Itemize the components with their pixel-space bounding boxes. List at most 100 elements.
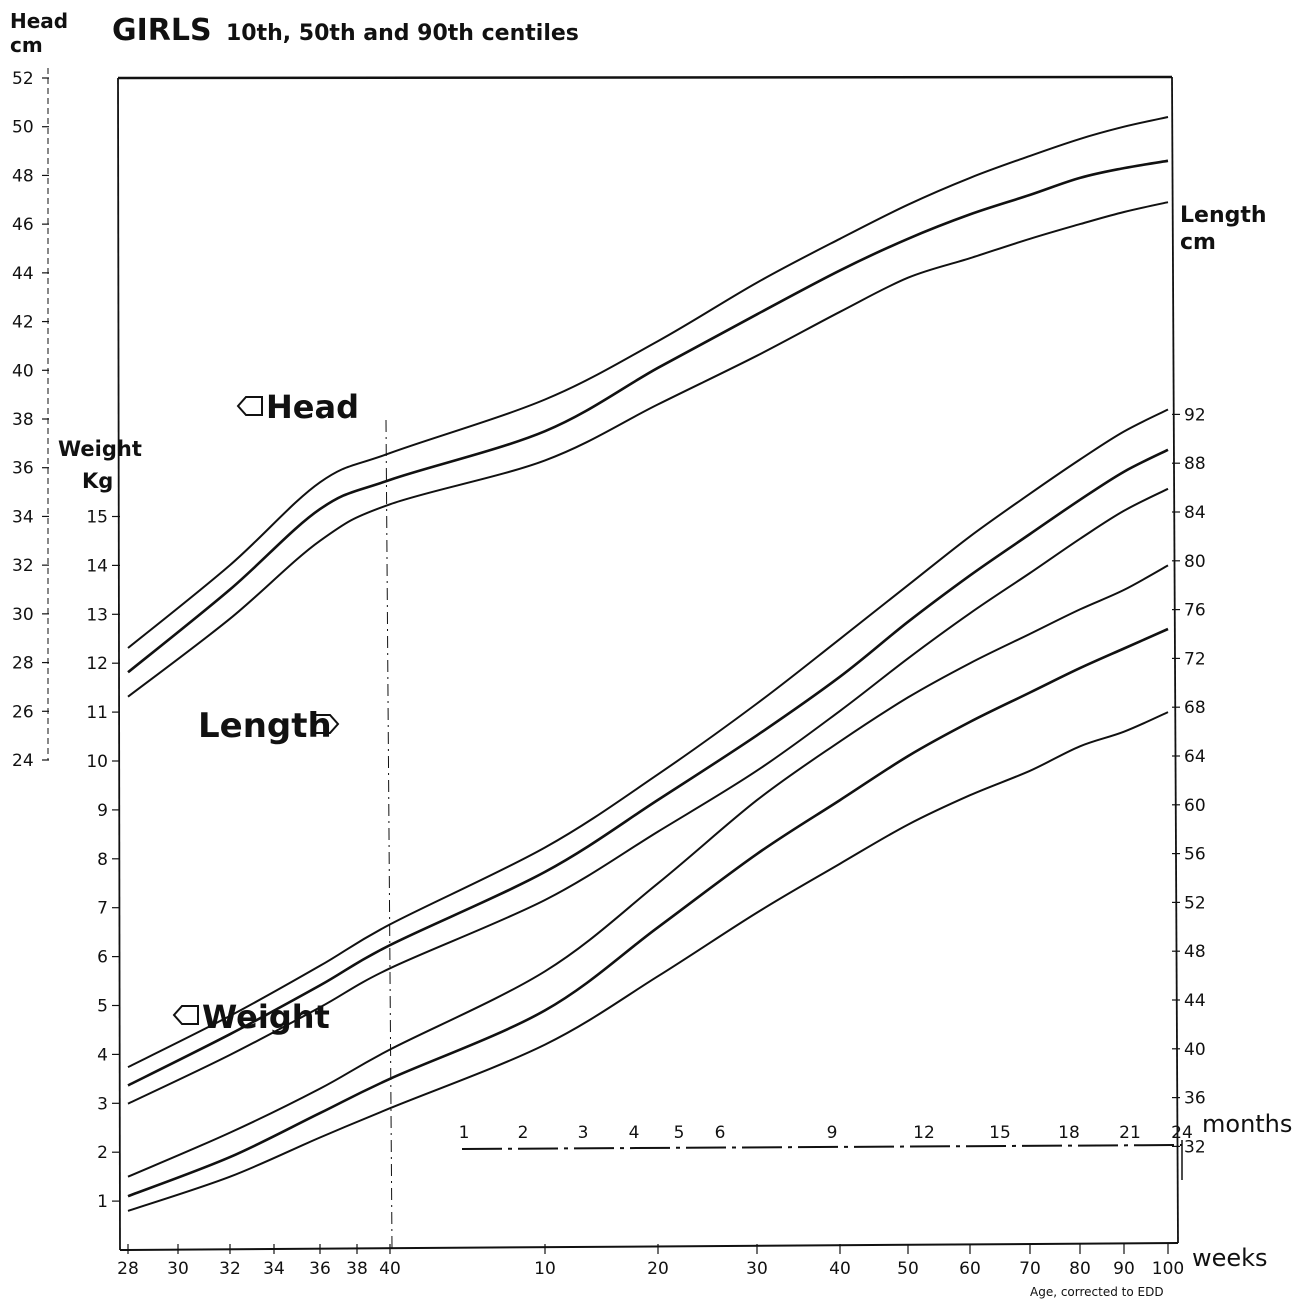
weight-label-text: Weight xyxy=(202,998,330,1036)
centile-curves xyxy=(127,116,1169,1212)
length-tick-label: 64 xyxy=(1184,747,1206,767)
pointer-left-icon xyxy=(172,1005,199,1025)
weight-tick-label: 15 xyxy=(86,508,108,528)
weeks-unit-label: weeks xyxy=(1192,1244,1268,1272)
length-axis-label-line2: cm xyxy=(1180,230,1216,255)
length-centile-90-line xyxy=(127,408,1169,1068)
weight-centile-10-line xyxy=(127,711,1169,1212)
week-tick-label: 60 xyxy=(959,1259,981,1279)
weight-tick-label: 6 xyxy=(97,948,108,968)
month-tick-label: 3 xyxy=(578,1123,589,1143)
length-tick-label: 56 xyxy=(1184,845,1206,865)
head-centile-10-line xyxy=(127,201,1169,698)
weight-tick-label: 7 xyxy=(97,899,108,919)
week-tick-label: 28 xyxy=(117,1259,139,1279)
month-axis-ticks: 1 2 3 4 5 6 9 12 15 18 21 24 xyxy=(459,1123,1193,1143)
length-tick-label: 60 xyxy=(1184,796,1206,816)
week-tick-label: 50 xyxy=(897,1259,919,1279)
month-tick-label: 5 xyxy=(674,1123,685,1143)
length-tick-label: 72 xyxy=(1184,649,1206,669)
weight-tick-label: 2 xyxy=(97,1143,108,1163)
length-tick-label: 40 xyxy=(1184,1040,1206,1060)
week-tick-label: 40 xyxy=(829,1259,851,1279)
length-label-text: Length xyxy=(198,706,332,746)
week-tick-label: 36 xyxy=(309,1259,331,1279)
head-tick-label: 38 xyxy=(12,410,34,430)
week-tick-label: 100 xyxy=(1152,1259,1184,1279)
weight-tick-label: 8 xyxy=(97,850,108,870)
head-tick-label: 44 xyxy=(12,264,34,284)
week-tick-label: 34 xyxy=(263,1259,285,1279)
length-axis-label-line1: Length xyxy=(1180,203,1267,228)
week-tick-label: 70 xyxy=(1019,1259,1041,1279)
length-curve-label: Length xyxy=(198,706,340,746)
week-tick-label: 38 xyxy=(346,1259,368,1279)
weight-axis-label-line1: Weight xyxy=(58,437,142,461)
week-tick-label: 20 xyxy=(647,1259,669,1279)
length-tick-label: 68 xyxy=(1184,698,1206,718)
head-tick-label: 36 xyxy=(12,459,34,479)
length-tick-label: 88 xyxy=(1184,454,1206,474)
month-tick-label: 15 xyxy=(989,1123,1011,1143)
head-label-text: Head xyxy=(266,388,359,426)
weight-centile-90-line xyxy=(127,564,1169,1178)
length-tick-label: 76 xyxy=(1184,601,1206,621)
weight-tick-label: 14 xyxy=(86,556,108,576)
months-bar xyxy=(461,1144,1183,1150)
length-tick-label: 92 xyxy=(1184,405,1206,425)
head-tick-label: 26 xyxy=(12,702,34,722)
weight-tick-label: 13 xyxy=(86,605,108,625)
week-tick-label: 80 xyxy=(1069,1259,1091,1279)
head-tick-label: 42 xyxy=(12,313,34,333)
month-tick-label: 6 xyxy=(715,1123,726,1143)
length-centile-10-line xyxy=(127,487,1169,1105)
head-tick-label: 30 xyxy=(12,605,34,625)
week-tick-label: 30 xyxy=(746,1259,768,1279)
chart-subtitle: 10th, 50th and 90th centiles xyxy=(226,21,579,46)
head-axis-ticks: 24 26 28 30 32 34 36 38 40 42 44 46 48 50 52 xyxy=(12,69,49,771)
pointer-left-icon xyxy=(236,396,263,416)
length-axis-ticks: 32 36 40 44 48 52 56 60 64 68 72 76 80 84 88 92 xyxy=(1172,405,1206,1157)
length-tick-label: 36 xyxy=(1184,1089,1206,1109)
month-tick-label: 24 xyxy=(1171,1123,1193,1143)
month-tick-label: 1 xyxy=(459,1123,470,1143)
x-axis-caption: Age, corrected to EDD xyxy=(1030,1285,1164,1299)
head-centile-90-line xyxy=(127,116,1169,649)
weight-tick-label: 9 xyxy=(97,801,108,821)
head-tick-label: 40 xyxy=(12,361,34,381)
pointer-right-icon xyxy=(314,714,340,734)
week-tick-label: 30 xyxy=(167,1259,189,1279)
length-tick-label: 80 xyxy=(1184,552,1206,572)
weight-tick-label: 4 xyxy=(97,1045,108,1065)
head-tick-label: 48 xyxy=(12,166,34,186)
month-tick-label: 18 xyxy=(1058,1123,1080,1143)
month-tick-label: 12 xyxy=(913,1123,935,1143)
head-curve-label: Head xyxy=(236,388,359,426)
length-tick-label: 32 xyxy=(1184,1137,1206,1157)
weight-tick-label: 12 xyxy=(86,654,108,674)
weight-axis-label-line2: Kg xyxy=(82,469,113,493)
weight-tick-label: 3 xyxy=(97,1094,108,1114)
weight-tick-label: 1 xyxy=(97,1192,108,1212)
head-tick-label: 46 xyxy=(12,215,34,235)
head-tick-label: 52 xyxy=(12,69,34,89)
weight-tick-label: 10 xyxy=(86,752,108,772)
head-tick-label: 24 xyxy=(12,751,34,771)
head-tick-label: 34 xyxy=(12,507,34,527)
length-tick-label: 84 xyxy=(1184,503,1206,523)
head-axis-label-line2: cm xyxy=(10,33,43,57)
week-tick-label: 32 xyxy=(219,1259,241,1279)
length-tick-label: 52 xyxy=(1184,893,1206,913)
head-centile-50-line xyxy=(127,159,1169,674)
month-tick-label: 4 xyxy=(629,1123,640,1143)
weight-centile-50-line xyxy=(127,627,1169,1198)
term-40-weeks-line xyxy=(385,419,393,1249)
week-tick-label: 40 xyxy=(379,1259,401,1279)
chart-title: GIRLS xyxy=(112,13,212,48)
week-axis-ticks: 28 30 32 34 36 38 40 10 20 30 40 50 60 70 80 90 100 xyxy=(117,1244,1184,1279)
head-tick-label: 28 xyxy=(12,654,34,674)
weight-tick-label: 11 xyxy=(86,703,108,723)
length-tick-label: 48 xyxy=(1184,942,1206,962)
